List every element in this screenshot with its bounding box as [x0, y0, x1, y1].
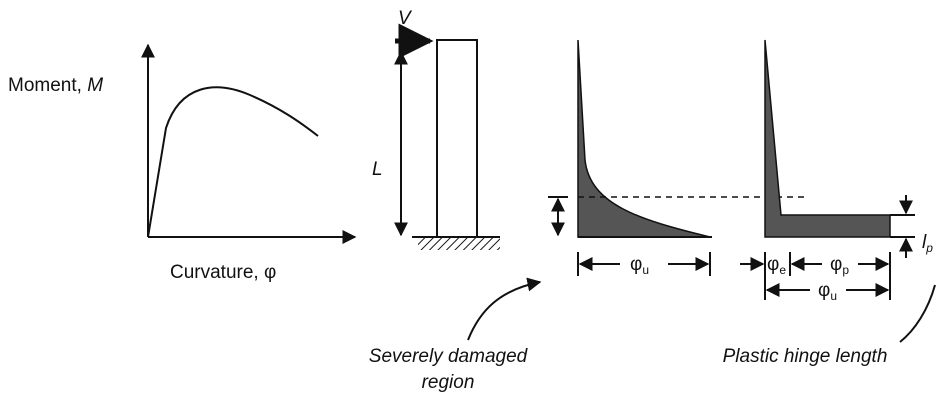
load-label: V — [398, 8, 413, 29]
moment-curvature-plot: Moment, M Curvature, φ — [8, 43, 357, 283]
y-label-text: Moment, — [8, 75, 87, 96]
column-body — [436, 39, 478, 238]
subscript: p — [842, 263, 849, 277]
curve — [147, 86, 319, 238]
subscript: p — [925, 241, 933, 255]
leader — [899, 284, 936, 343]
symbol: φ — [830, 254, 842, 275]
actual-distribution: φu Severely damaged region — [369, 39, 808, 393]
symbol: l — [922, 232, 927, 253]
curvature-area — [764, 39, 891, 238]
elastic-label: φe — [767, 254, 786, 277]
leader — [467, 277, 542, 341]
curvature-area — [577, 39, 711, 238]
caption: region — [422, 372, 475, 393]
subscript: u — [830, 289, 837, 303]
column: V L — [372, 8, 500, 250]
y-label-symbol: M — [87, 75, 103, 96]
y-label: Moment, M — [8, 75, 103, 96]
hinge-label: lp — [922, 232, 933, 255]
base — [418, 238, 500, 250]
symbol: φ — [630, 254, 642, 275]
symbol: φ — [767, 254, 779, 275]
caption: Severely damaged — [369, 346, 529, 367]
x-label-text: Curvature, — [170, 262, 264, 283]
caption: Plastic hinge length — [723, 346, 888, 367]
length-label: L — [372, 159, 383, 180]
subscript: e — [779, 263, 786, 277]
subscript: u — [642, 263, 649, 277]
ultimate-label: φu — [818, 280, 837, 303]
x-label-symbol: φ — [264, 262, 276, 283]
x-label: Curvature, φ — [170, 262, 276, 283]
idealized-distribution: lp φe φp φu Plastic hinge length — [723, 39, 936, 367]
symbol: φ — [818, 280, 830, 301]
plastic-label: φp — [830, 254, 849, 277]
width-label: φu — [630, 254, 649, 277]
